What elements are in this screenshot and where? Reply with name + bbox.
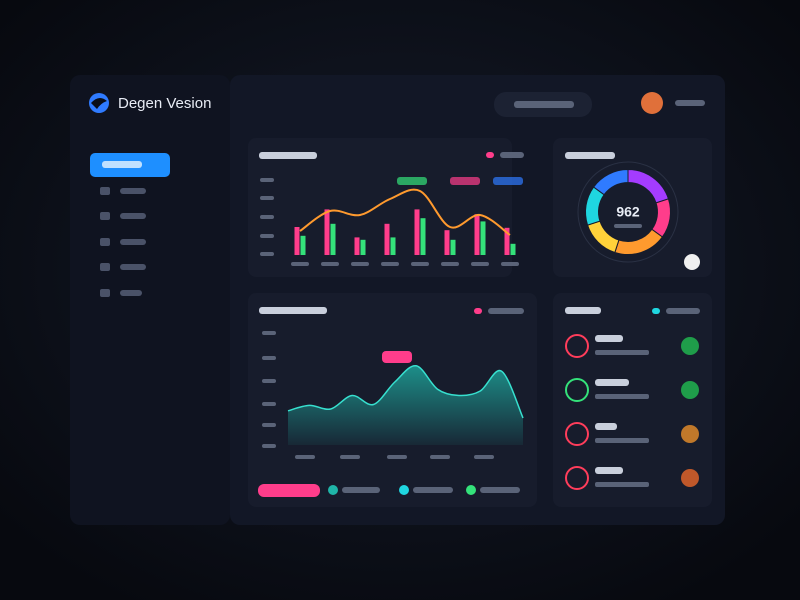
y-tick-placeholder [262, 331, 276, 335]
y-tick-placeholder [260, 178, 274, 182]
donut-center: 962 [616, 204, 640, 220]
y-tick-placeholder [262, 402, 276, 406]
donut-ring [577, 161, 679, 263]
x-tick-placeholder [441, 262, 459, 266]
x-tick-placeholder [321, 262, 339, 266]
bar [324, 209, 330, 255]
logo [89, 93, 109, 113]
bar [444, 230, 450, 255]
bar [480, 221, 486, 255]
bar [294, 227, 300, 255]
x-tick-placeholder [295, 455, 315, 459]
bar [360, 239, 366, 255]
bar [330, 223, 336, 255]
user-name [675, 100, 705, 106]
card-titles [259, 152, 615, 314]
menu-items [100, 187, 146, 297]
y-tick-placeholder [262, 356, 276, 360]
x-tick-placeholder [501, 262, 519, 266]
brand-name: Degen Vesion [118, 95, 211, 112]
bar [390, 237, 396, 255]
x-tick-placeholder [411, 262, 429, 266]
donut-segment [592, 168, 629, 196]
y-tick-placeholder [262, 423, 276, 427]
x-tick-placeholder [387, 455, 407, 459]
legend-chips [258, 152, 700, 497]
activity-card [553, 293, 712, 507]
donut-card [553, 138, 712, 277]
x-tick-placeholder [351, 262, 369, 266]
tooltip [382, 351, 412, 363]
search-placeholder [514, 101, 574, 108]
activity-list [565, 334, 699, 490]
bar [354, 237, 360, 255]
donut-caption [614, 224, 642, 228]
x-tick-placeholder [340, 455, 360, 459]
charts: 962 [260, 161, 679, 459]
area-fill [288, 365, 523, 445]
y-tick-placeholder [260, 215, 274, 219]
bar [384, 223, 390, 255]
x-tick-placeholder [381, 262, 399, 266]
y-tick-placeholder [260, 196, 274, 200]
menu-label [102, 161, 142, 168]
bar [510, 243, 516, 255]
x-tick-placeholder [474, 455, 494, 459]
bar [504, 227, 510, 255]
sidebar [70, 75, 230, 525]
area-line [287, 365, 524, 419]
bar [474, 214, 480, 255]
bar [414, 209, 420, 255]
trend-line [299, 188, 511, 236]
avatar[interactable] [641, 92, 663, 114]
x-tick-placeholder [291, 262, 309, 266]
y-tick-placeholder [262, 379, 276, 383]
bar [420, 218, 426, 255]
bar [300, 235, 306, 255]
y-tick-placeholder [262, 444, 276, 448]
x-tick-placeholder [430, 455, 450, 459]
x-tick-placeholder [471, 262, 489, 266]
badge [684, 254, 700, 270]
bar [450, 239, 456, 255]
y-tick-placeholder [260, 234, 274, 238]
y-tick-placeholder [260, 252, 274, 256]
